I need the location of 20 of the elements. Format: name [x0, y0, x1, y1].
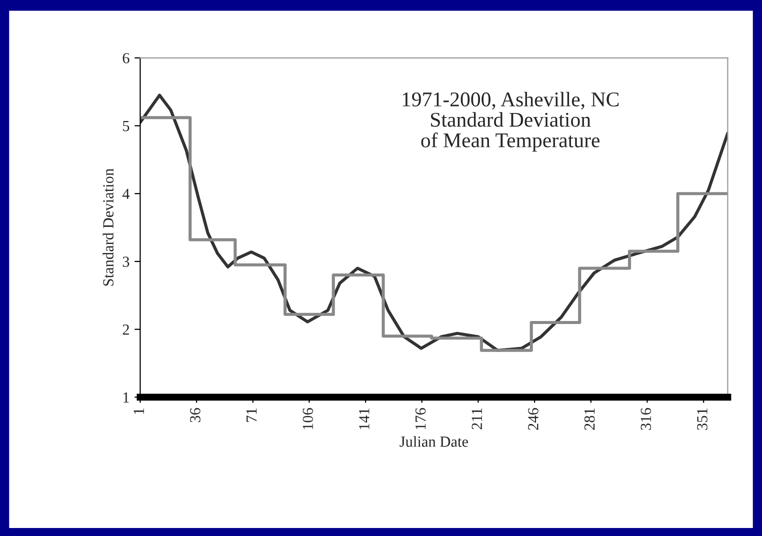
y-tick-label: 5: [123, 121, 130, 132]
x-tick-label: 316: [640, 408, 652, 430]
x-axis-title: Julian Date: [400, 436, 468, 447]
x-tick-label: 71: [246, 408, 257, 422]
y-tick-label: 4: [122, 188, 130, 199]
x-tick-label: 106: [302, 408, 314, 430]
y-tick-label: 1: [123, 392, 129, 402]
x-tick-label: 141: [359, 408, 370, 430]
x-tick-label: 176: [415, 408, 426, 430]
x-tick-label: 211: [472, 408, 482, 430]
x-tick-label: 281: [584, 408, 595, 430]
y-tick-label: 6: [122, 53, 130, 64]
annotation: 1971-2000, Asheville, NC Standard Deviation of Mean Temperature: [402, 92, 619, 152]
x-tick-label: 1: [134, 408, 144, 414]
y-axis-title: Standard Deviation: [102, 168, 114, 286]
y-tick-label: 3: [122, 256, 130, 267]
x-tick-label: 36: [190, 408, 200, 422]
x-tick-label: 246: [528, 408, 538, 430]
y-tick-label: 2: [122, 324, 129, 335]
x-tick-label: 351: [697, 408, 708, 430]
